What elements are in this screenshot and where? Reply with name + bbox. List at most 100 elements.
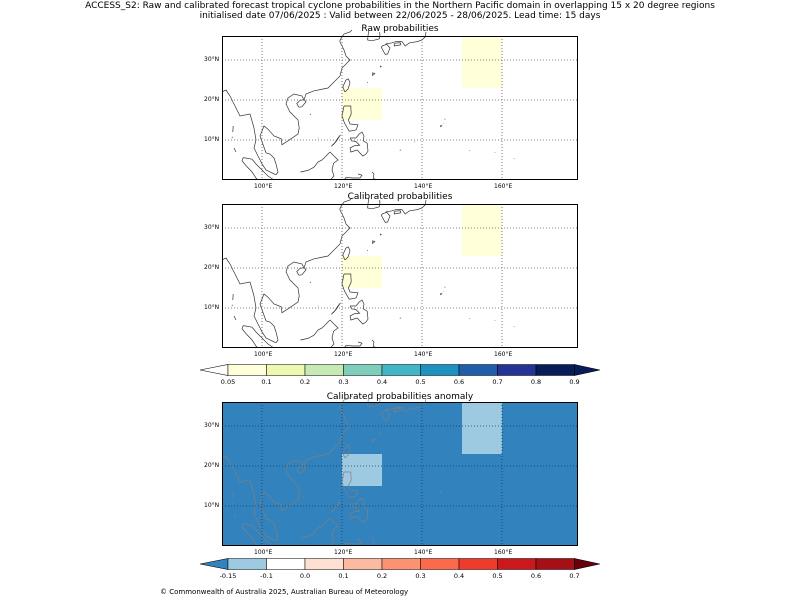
colorbar-segment bbox=[266, 364, 306, 376]
coastline bbox=[243, 157, 275, 181]
figure-title-line2: initialised date 07/06/2025 : Valid betw… bbox=[199, 11, 601, 21]
probability-region bbox=[462, 402, 502, 454]
lon-label: 100°E bbox=[254, 549, 273, 556]
coastline bbox=[329, 319, 339, 349]
coastline bbox=[385, 397, 427, 413]
coastline bbox=[385, 199, 427, 215]
colorbar-segment bbox=[458, 364, 498, 376]
colorbar-segment bbox=[535, 558, 575, 570]
panel-title-raw: Raw probabilities bbox=[361, 24, 439, 34]
colorbar-tick-label: 0.7 bbox=[569, 572, 580, 580]
colorbar-segment bbox=[304, 558, 344, 570]
colorbar-tick-label: 0.5 bbox=[492, 572, 503, 580]
probability-region bbox=[342, 454, 382, 486]
colorbar-tick-label: 0.4 bbox=[453, 572, 465, 580]
colorbar-segment bbox=[343, 558, 383, 570]
coastline bbox=[393, 408, 402, 413]
lon-label: 100°E bbox=[254, 351, 273, 358]
coastline bbox=[221, 257, 277, 344]
coastline bbox=[309, 113, 312, 116]
colorbar-under-arrow bbox=[200, 558, 229, 570]
coastline bbox=[341, 105, 359, 132]
colorbar-tick-label: -0.15 bbox=[219, 572, 237, 580]
colorbar-over-arrow bbox=[574, 558, 600, 570]
coastline bbox=[379, 233, 382, 236]
colorbar-segment bbox=[227, 558, 267, 570]
coastline bbox=[439, 490, 443, 493]
coastline bbox=[233, 147, 237, 153]
colorbar-segment bbox=[381, 558, 421, 570]
coastline bbox=[341, 273, 359, 300]
coastline bbox=[349, 299, 369, 325]
colorbar-tick-label: 0.2 bbox=[299, 378, 311, 386]
colorbar-tick-label: 0.1 bbox=[338, 572, 349, 580]
panel-title-calibrated: Calibrated probabilities bbox=[347, 192, 453, 202]
lon-label: 120°E bbox=[334, 549, 353, 556]
coastline bbox=[330, 134, 341, 147]
probability-region bbox=[342, 86, 348, 88]
coastline bbox=[243, 523, 275, 547]
lat-label: 30°N bbox=[204, 422, 220, 429]
colorbar-tick-label: 0.3 bbox=[338, 378, 349, 386]
coastline bbox=[296, 267, 307, 276]
coastline bbox=[379, 431, 382, 434]
coastline bbox=[343, 539, 363, 547]
colorbar-probability: 0.05 0.1 0.2 0.3 0.4 0.5 0.6 0.7 0.8 0.9 bbox=[200, 364, 600, 386]
coastline bbox=[342, 444, 351, 459]
lat-label: 20°N bbox=[204, 264, 220, 271]
coastline bbox=[343, 341, 363, 349]
coastline bbox=[372, 240, 376, 244]
coastline bbox=[341, 471, 359, 498]
colorbar-segment bbox=[266, 558, 306, 570]
coastline bbox=[330, 500, 341, 513]
coastline bbox=[372, 72, 376, 76]
lon-label: 160°E bbox=[494, 183, 513, 190]
coastline bbox=[379, 65, 382, 68]
colorbar-tick-label: 0.0 bbox=[299, 572, 311, 580]
colorbar-segment bbox=[381, 364, 421, 376]
coastline bbox=[241, 523, 259, 547]
coastline bbox=[300, 151, 331, 173]
map-canvas bbox=[221, 197, 578, 349]
map-raw: 30°N 20°N 10°N 100°E 120°E 140°E 160°E bbox=[204, 29, 578, 190]
lon-label: 100°E bbox=[254, 183, 273, 190]
colorbar-tick-label: 0.5 bbox=[415, 378, 426, 386]
coastline bbox=[349, 131, 369, 157]
copyright-footer: © Commonwealth of Australia 2025, Austra… bbox=[160, 588, 409, 596]
colorbar-tick-label: 0.6 bbox=[453, 378, 465, 386]
coastline bbox=[241, 157, 259, 181]
colorbar-segment bbox=[227, 364, 267, 376]
coastline bbox=[309, 281, 312, 284]
coastline bbox=[380, 212, 391, 223]
lat-label: 20°N bbox=[204, 462, 220, 469]
colorbar-over-arrow bbox=[574, 364, 600, 376]
anomaly-background bbox=[222, 402, 578, 546]
probability-region bbox=[342, 256, 382, 288]
coastline bbox=[330, 302, 341, 315]
lat-label: 20°N bbox=[204, 96, 220, 103]
map-frame bbox=[222, 402, 578, 546]
lon-label: 140°E bbox=[414, 549, 433, 556]
lat-label: 10°N bbox=[204, 304, 220, 311]
coastline bbox=[300, 319, 331, 341]
coastline bbox=[349, 497, 369, 523]
figure-title-line1: ACCESS_S2: Raw and calibrated forecast t… bbox=[85, 1, 715, 11]
coastline bbox=[259, 197, 353, 344]
colorbar-tick-label: 0.2 bbox=[376, 572, 388, 580]
probability-region bbox=[342, 88, 382, 120]
lon-label: 120°E bbox=[334, 183, 353, 190]
coastline bbox=[221, 89, 277, 176]
lon-label: 120°E bbox=[334, 351, 353, 358]
coastline bbox=[221, 455, 277, 542]
map-frame bbox=[222, 36, 578, 180]
lat-label: 10°N bbox=[204, 136, 220, 143]
probability-region bbox=[462, 36, 502, 88]
lat-label: 10°N bbox=[204, 502, 220, 509]
coastline bbox=[371, 171, 377, 181]
lat-label: 30°N bbox=[204, 56, 220, 63]
coastline bbox=[393, 210, 402, 215]
panel-title-anomaly: Calibrated probabilities anomaly bbox=[326, 392, 474, 402]
coastline bbox=[329, 517, 339, 547]
colorbar-canvas bbox=[200, 364, 600, 376]
coastline bbox=[259, 29, 353, 176]
